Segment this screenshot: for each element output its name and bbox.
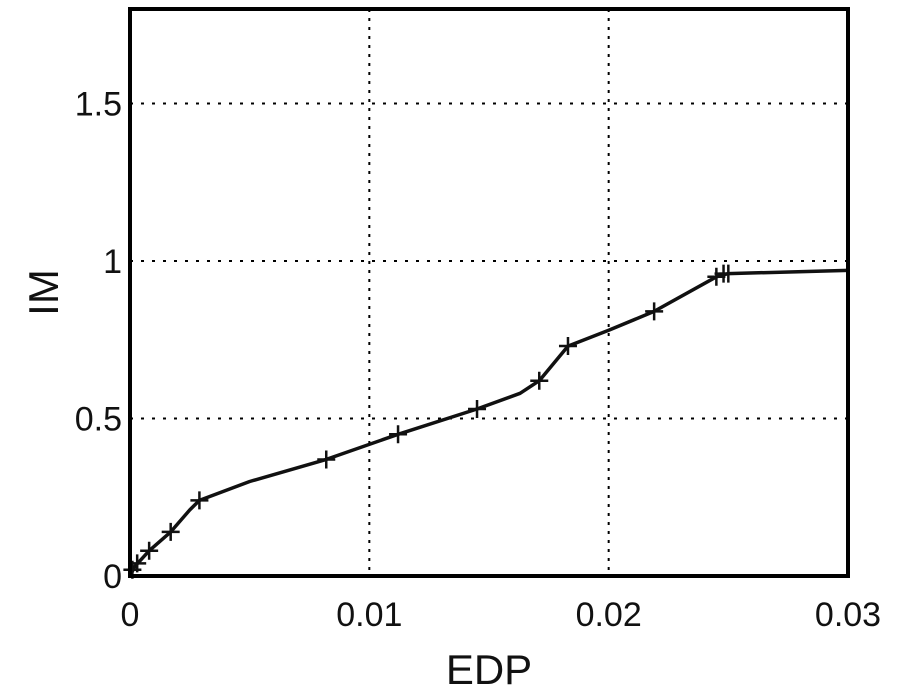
data-marker	[161, 522, 180, 541]
x-tick-label: 0.02	[576, 596, 642, 634]
data-marker	[389, 425, 408, 444]
marker-layer	[123, 264, 738, 579]
x-axis-label: EDP	[446, 646, 532, 690]
y-tick-label: 1	[103, 243, 122, 281]
data-marker	[468, 400, 487, 419]
data-marker	[558, 337, 577, 356]
data-marker	[317, 450, 336, 469]
curve-layer	[128, 268, 850, 578]
y-tick-label: 0	[103, 558, 122, 596]
y-tick-label: 1.5	[75, 86, 122, 124]
data-marker	[140, 541, 159, 560]
plot-frame	[128, 7, 850, 578]
y-axis-label: IM	[20, 269, 67, 316]
tick-labels: 0 0.01 0.02 0.03 0 0.5 1 1.5	[75, 86, 881, 635]
data-marker	[190, 491, 209, 510]
grid-lines	[130, 9, 848, 576]
x-tick-label: 0	[121, 596, 140, 634]
x-tick-label: 0.03	[815, 596, 881, 634]
data-marker	[719, 264, 738, 283]
series-line	[128, 268, 850, 578]
x-tick-label: 0.01	[336, 596, 402, 634]
data-marker	[530, 371, 549, 390]
y-tick-label: 0.5	[75, 401, 122, 439]
data-marker	[645, 302, 664, 321]
